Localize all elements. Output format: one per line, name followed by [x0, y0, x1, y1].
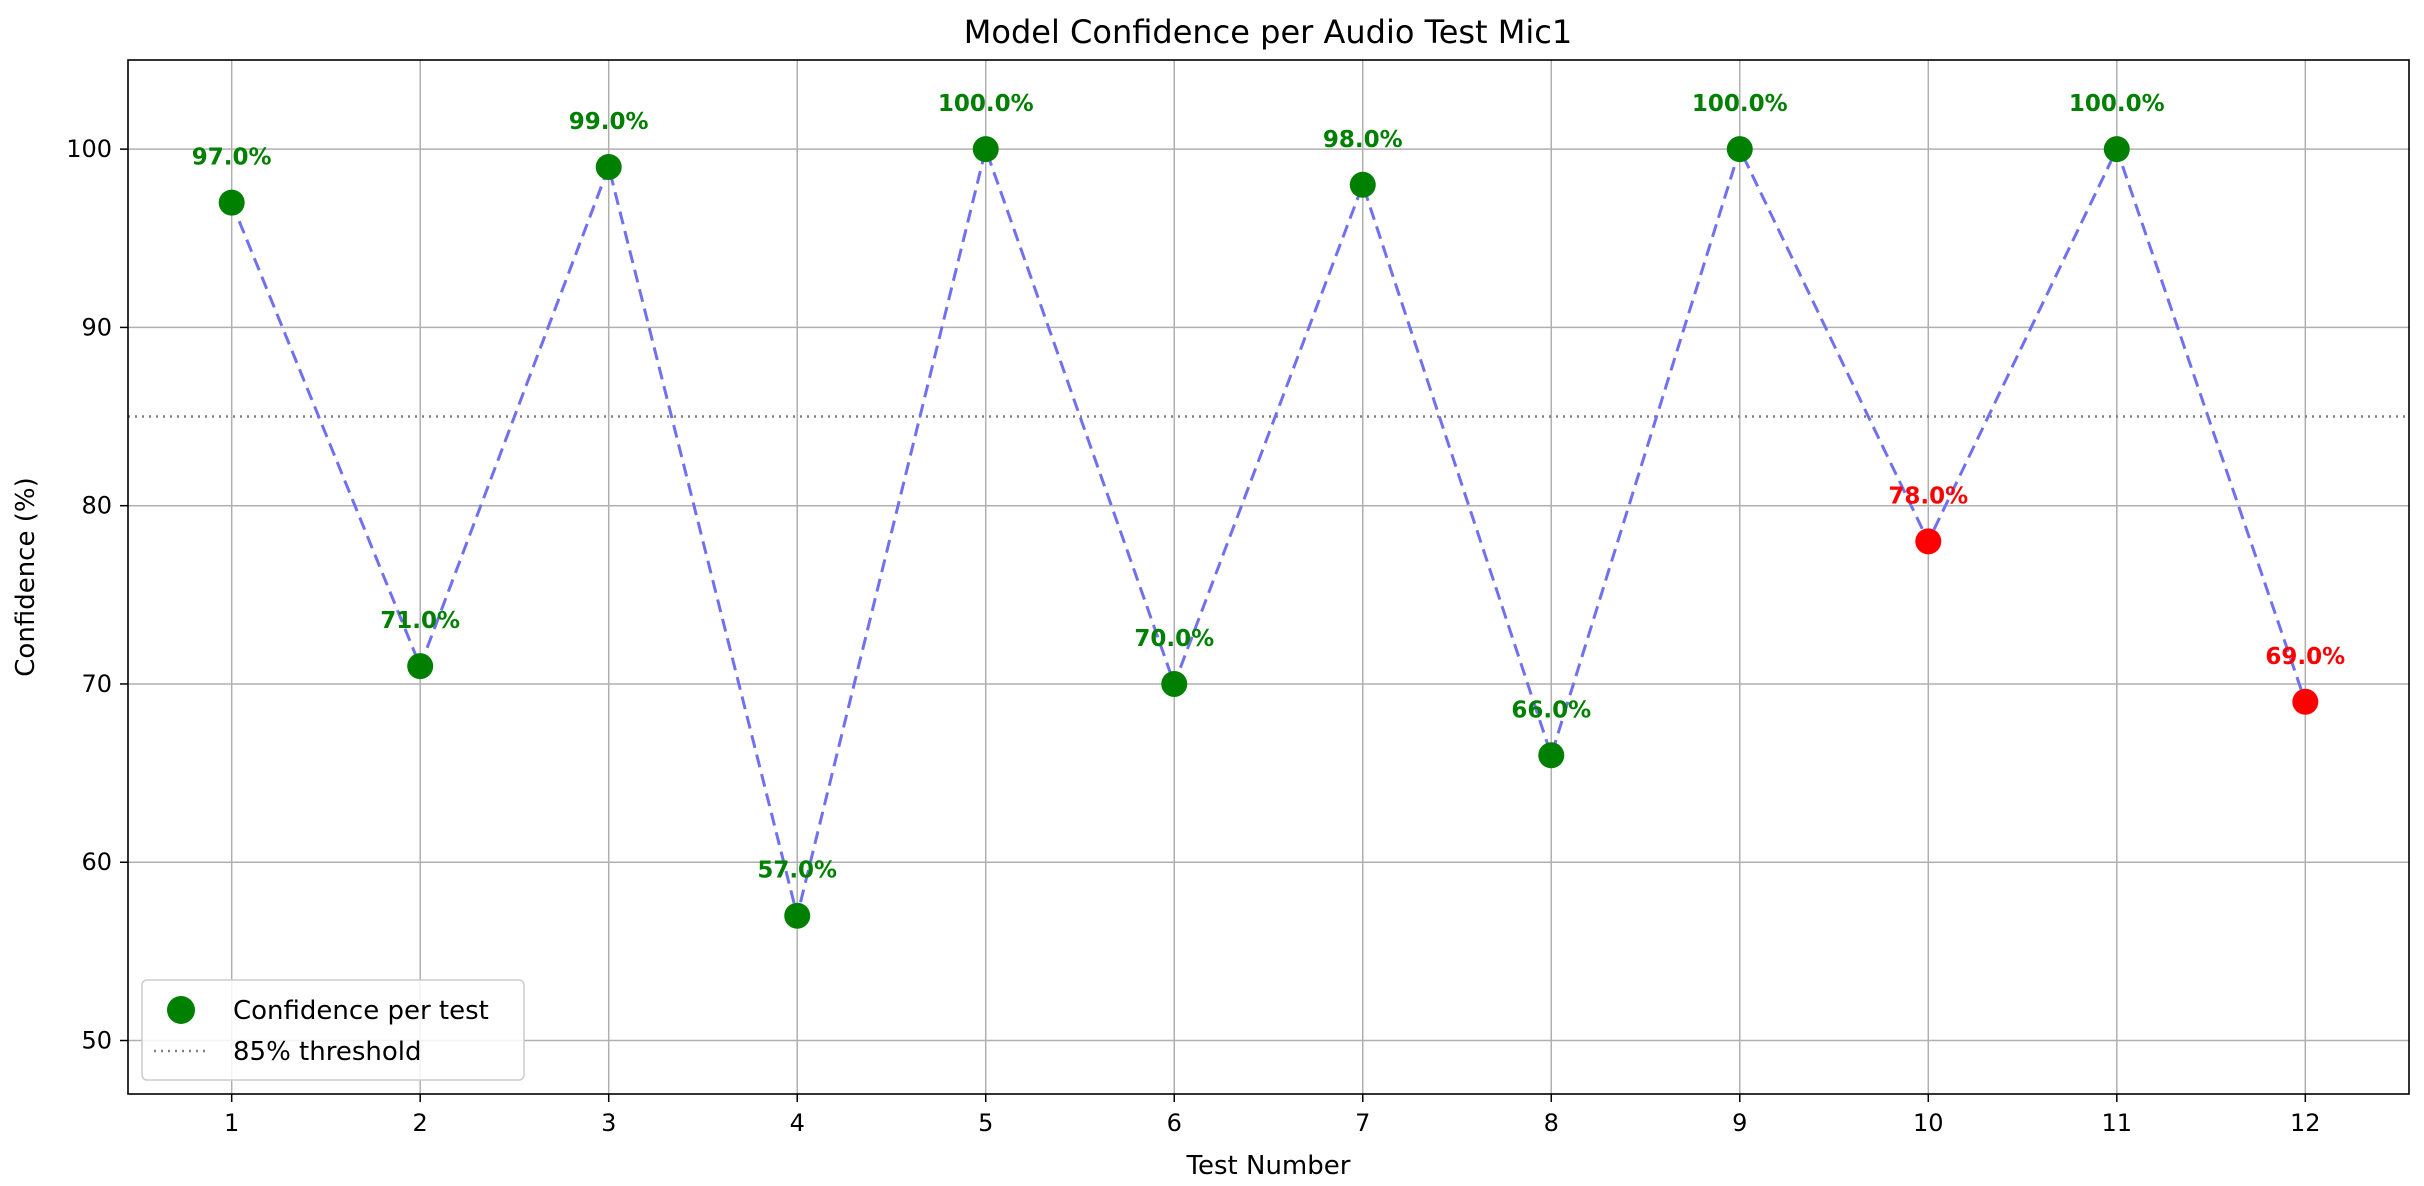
data-point — [1161, 670, 1188, 697]
y-axis-label: Confidence (%) — [11, 477, 41, 676]
x-tick-label: 4 — [790, 1109, 805, 1137]
chart-title: Model Confidence per Audio Test Mic1 — [964, 13, 1572, 51]
x-tick-label: 5 — [978, 1109, 993, 1137]
y-tick-label: 100 — [66, 135, 112, 163]
legend-marker-confidence — [167, 996, 195, 1024]
x-tick-label: 6 — [1167, 1109, 1182, 1137]
data-label: 78.0% — [1888, 483, 1968, 509]
x-tick-label: 9 — [1732, 1109, 1747, 1137]
data-label: 69.0% — [2265, 644, 2345, 670]
data-point — [972, 136, 999, 163]
x-axis-label: Test Number — [1186, 1151, 1351, 1181]
y-tick-label: 90 — [81, 313, 112, 341]
data-point — [1349, 171, 1376, 198]
legend-box — [141, 979, 525, 1081]
legend-label-threshold: 85% threshold — [233, 1037, 422, 1067]
data-point — [2292, 688, 2319, 715]
data-label: 97.0% — [192, 145, 272, 171]
data-point — [218, 189, 245, 216]
data-label: 57.0% — [757, 858, 837, 884]
data-point — [2103, 136, 2130, 163]
y-tick-label: 70 — [81, 670, 112, 698]
x-tick-label: 10 — [1913, 1109, 1944, 1137]
data-point — [1915, 528, 1942, 555]
data-point — [784, 902, 811, 929]
grid — [128, 60, 2409, 1094]
x-tick-label: 3 — [601, 1109, 616, 1137]
x-tick-label: 1 — [224, 1109, 239, 1137]
legend: Confidence per test 85% threshold — [141, 979, 525, 1081]
x-tick-label: 11 — [2102, 1109, 2133, 1137]
y-tick-label: 60 — [81, 848, 112, 876]
plot-frame — [127, 59, 2410, 1095]
x-tick-label: 7 — [1355, 1109, 1370, 1137]
confidence-line — [230, 143, 2307, 917]
series-line-layer — [230, 143, 2307, 917]
data-label: 71.0% — [380, 608, 460, 634]
data-label: 70.0% — [1134, 626, 1214, 652]
legend-label-confidence: Confidence per test — [233, 996, 489, 1026]
data-label: 100.0% — [2069, 91, 2165, 117]
x-tick-label: 8 — [1544, 1109, 1559, 1137]
y-tick-label: 80 — [81, 492, 112, 520]
data-point — [1538, 742, 1565, 769]
data-label: 98.0% — [1323, 127, 1403, 153]
data-label: 100.0% — [938, 91, 1034, 117]
data-label: 66.0% — [1511, 697, 1591, 723]
data-point — [1726, 136, 1753, 163]
data-point — [407, 653, 434, 680]
data-label: 100.0% — [1692, 91, 1788, 117]
data-point — [595, 153, 622, 180]
y-tick-label: 50 — [81, 1027, 112, 1055]
x-tick-label: 2 — [413, 1109, 428, 1137]
x-tick-label: 12 — [2290, 1109, 2321, 1137]
data-points — [218, 136, 2319, 929]
data-labels: 97.0% 71.0% 99.0% 57.0% 100.0% 70.0% 98.0% 66.0… — [192, 91, 2345, 884]
data-label: 99.0% — [569, 109, 649, 135]
